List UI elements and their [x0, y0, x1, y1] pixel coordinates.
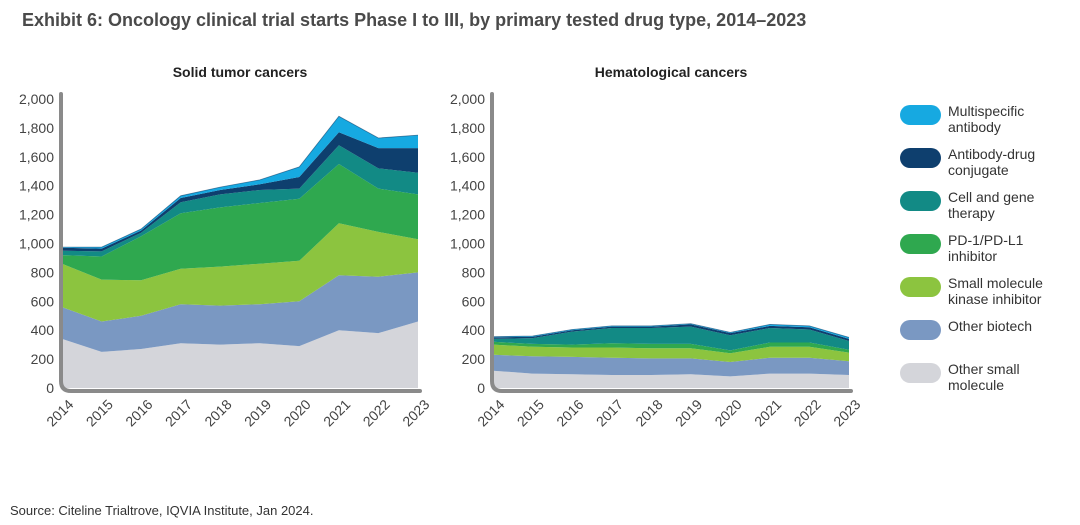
hematological-top-outline: [492, 323, 850, 338]
hematological-y-tick-label: 2,000: [450, 91, 485, 107]
hematological-x-tick-label: 2021: [751, 396, 784, 429]
solid-tumor-y-tick-label: 0: [46, 380, 54, 396]
solid-tumor-y-tick-label: 200: [31, 351, 55, 367]
hematological-y-tick-label: 800: [462, 264, 486, 280]
hematological-x-tick-label: 2020: [711, 396, 744, 429]
page-title: Exhibit 6: Oncology clinical trial start…: [22, 10, 807, 30]
hematological-x-tick-label: 2017: [593, 396, 626, 429]
solid-tumor-area-antibody-drug-conjugate: [62, 132, 418, 252]
solid-tumor-y-tick-label: 1,200: [19, 207, 54, 223]
legend-swatch-other-small-molecule: [900, 363, 941, 383]
hematological-area-other-biotech: [493, 354, 849, 377]
legend-label: therapy: [948, 205, 995, 221]
hematological-y-tick-label: 200: [462, 351, 486, 367]
hematological-area-antibody-drug-conjugate: [493, 324, 849, 341]
hematological-chart-title: Hematological cancers: [594, 64, 748, 80]
legend: Multispecific antibody Antibody-drug conju…: [900, 103, 1075, 404]
solid-tumor-area-other-biotech: [62, 272, 418, 352]
legend-item-antibody-drug-conjugate: Antibody-drug conjugate: [900, 146, 1075, 189]
legend-swatch-small-molecule-kinase-inhibitor: [900, 277, 941, 297]
legend-label: inhibitor: [948, 248, 998, 264]
hematological-y-tick-label: 1,400: [450, 178, 485, 194]
solid-tumor-y-tick-label: 1,400: [19, 178, 54, 194]
hematological-x-tick-label: 2014: [474, 396, 507, 429]
legend-label: Cell and gene: [948, 189, 1035, 205]
hematological-x-tick-label: 2015: [514, 396, 547, 429]
legend-swatch-other-biotech: [900, 320, 941, 340]
legend-label: conjugate: [948, 162, 1009, 178]
solid-tumor-chart-title: Solid tumor cancers: [172, 64, 308, 80]
solid-tumor-y-tick-label: 1,000: [19, 236, 54, 252]
legend-item-multispecific-antibody: Multispecific antibody: [900, 103, 1075, 146]
legend-swatch-antibody-drug-conjugate: [900, 148, 941, 168]
legend-item-small-molecule-kinase-inhibitor: Small molecule kinase inhibitor: [900, 275, 1075, 318]
hematological-axes: [490, 92, 853, 393]
legend-item-pd1-pdl1-inhibitor: PD-1/PD-L1 inhibitor: [900, 232, 1075, 275]
legend-label: Small molecule: [948, 275, 1043, 291]
legend-swatch-cell-and-gene-therapy: [900, 191, 941, 211]
solid-tumor-y-tick-label: 600: [31, 293, 55, 309]
solid-tumor-y-tick-label: 1,800: [19, 120, 54, 136]
hematological-x-tick-label: 2016: [553, 396, 586, 429]
hematological-y-tick-label: 400: [462, 322, 486, 338]
solid-tumor-top-outline: [62, 115, 419, 248]
solid-tumor-axes: [59, 92, 422, 393]
solid-tumor-y-tick-label: 400: [31, 322, 55, 338]
solid-tumor-y-tick-label: 800: [31, 264, 55, 280]
legend-label: Other biotech: [948, 318, 1033, 334]
legend-label: Antibody-drug: [948, 146, 1036, 162]
hematological-y-tick-label: 1,200: [450, 207, 485, 223]
legend-label: PD-1/PD-L1: [948, 232, 1024, 248]
hematological-y-tick-label: 0: [477, 380, 485, 396]
hematological-area-multispecific-antibody: [493, 323, 849, 339]
legend-label: molecule: [948, 377, 1005, 393]
legend-item-other-biotech: Other biotech: [900, 318, 1075, 361]
legend-label: kinase inhibitor: [948, 291, 1042, 307]
hematological-y-tick-label: 1,600: [450, 149, 485, 165]
solid-tumor-area-other-small-molecule: [62, 321, 418, 388]
legend-swatch-multispecific-antibody: [900, 105, 941, 125]
legend-item-other-small-molecule: Other small molecule: [900, 361, 1075, 404]
legend-swatch-pd1-pdl1-inhibitor: [900, 234, 941, 254]
hematological-y-tick-label: 600: [462, 293, 486, 309]
hematological-area-pd-1-pd-l1-inhibitor: [493, 341, 849, 354]
legend-label: antibody: [948, 119, 1001, 135]
hematological-x-tick-label: 2018: [632, 396, 665, 429]
solid-tumor-area-pd-1-pd-l1-inhibitor: [62, 164, 418, 281]
hematological-x-tick-label: 2022: [791, 396, 824, 429]
hematological-x-tick-label: 2023: [830, 396, 863, 429]
legend-item-cell-and-gene-therapy: Cell and gene therapy: [900, 189, 1075, 232]
legend-label: Other small: [948, 361, 1020, 377]
hematological-y-tick-label: 1,800: [450, 120, 485, 136]
solid-tumor-y-tick-label: 1,600: [19, 149, 54, 165]
legend-label: Multispecific: [948, 103, 1025, 119]
solid-tumor-area-small-molecule-kinase-inhibitor: [62, 223, 418, 322]
source-note: Source: Citeline Trialtrove, IQVIA Insti…: [10, 503, 314, 518]
hematological-area-small-molecule-kinase-inhibitor: [493, 344, 849, 362]
hematological-x-tick-label: 2019: [672, 396, 705, 429]
solid-tumor-area-cell-and-gene-therapy: [62, 145, 418, 257]
hematological-area-cell-and-gene-therapy: [493, 326, 849, 351]
hematological-area-other-small-molecule: [493, 370, 849, 388]
solid-tumor-y-tick-label: 2,000: [19, 91, 54, 107]
hematological-y-tick-label: 1,000: [450, 236, 485, 252]
